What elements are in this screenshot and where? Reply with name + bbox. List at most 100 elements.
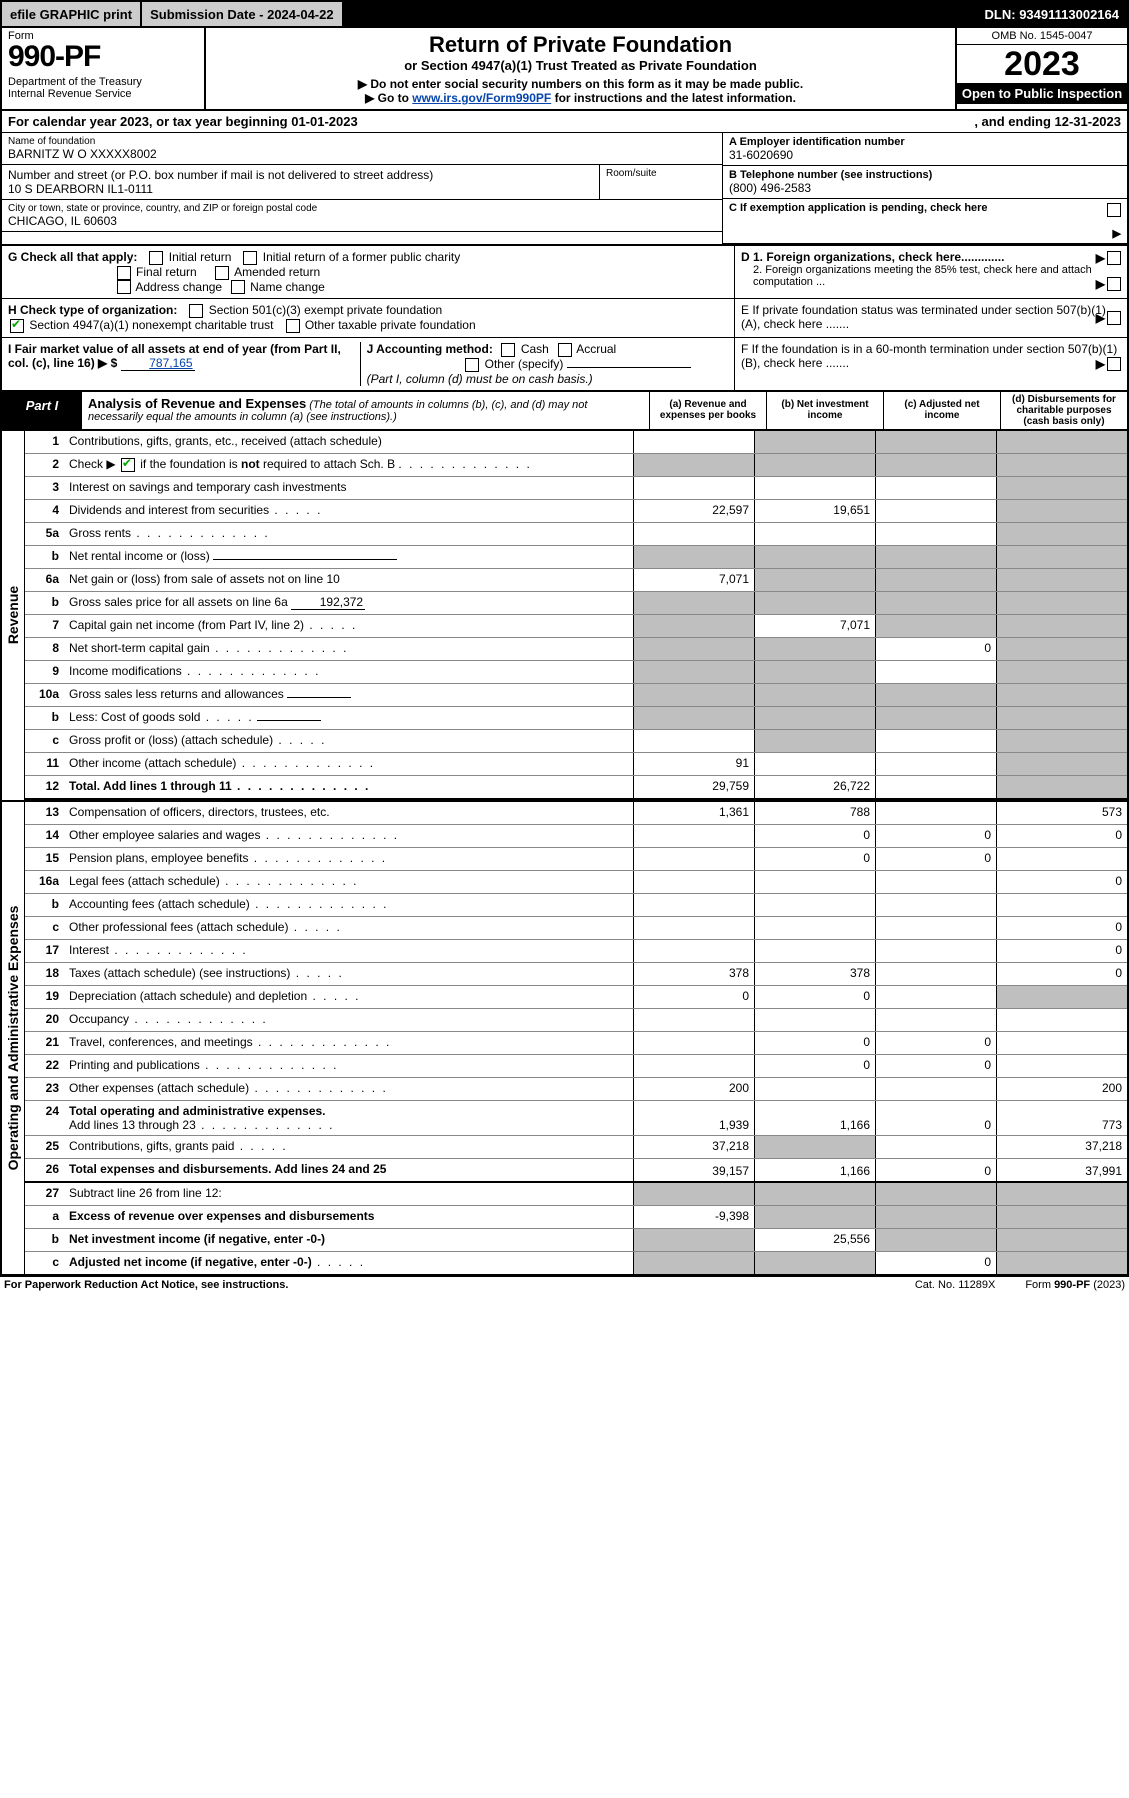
line-20: 20 Occupancy [25,1009,1127,1032]
g-initial-return-checkbox[interactable] [149,251,163,265]
cell-b [754,917,875,939]
cell-c [875,684,996,706]
cell-b: 1,166 [754,1101,875,1135]
address-value: 10 S DEARBORN IL1-0111 [8,182,593,196]
h-4947: Section 4947(a)(1) nonexempt charitable … [29,318,273,332]
dept-treasury: Department of the Treasury [8,76,198,88]
line-2: 2 Check ▶ if the foundation is not requi… [25,454,1127,477]
h-501c3-checkbox[interactable] [189,304,203,318]
line-num: b [25,894,65,916]
cell-c [875,963,996,985]
note-goto-post: for instructions and the latest informat… [551,91,796,105]
line-num: 22 [25,1055,65,1077]
line-num: b [25,592,65,614]
cell-c: 0 [875,1055,996,1077]
line-10b-field[interactable] [257,720,321,721]
cell-c [875,431,996,453]
ein-label: A Employer identification number [729,136,1121,148]
cell-a [633,1055,754,1077]
exemption-checkbox[interactable] [1107,203,1121,217]
g-label: G Check all that apply: [8,250,137,264]
i-cell: I Fair market value of all assets at end… [8,342,361,386]
cell-b [754,894,875,916]
g-amended-checkbox[interactable] [215,266,229,280]
line-desc: Excess of revenue over expenses and disb… [65,1206,633,1228]
cell-a [633,825,754,847]
g-initial-former-checkbox[interactable] [243,251,257,265]
cell-d [996,707,1127,729]
j-other-field[interactable] [567,367,691,368]
d2-checkbox[interactable] [1107,277,1121,291]
cell-b [754,454,875,476]
j-other-checkbox[interactable] [465,358,479,372]
calyear-end: , and ending 12-31-2023 [974,114,1121,129]
cell-d [996,753,1127,775]
exemption-row: C If exemption application is pending, c… [723,199,1127,244]
cell-d [996,1055,1127,1077]
cell-c [875,1183,996,1205]
cell-a [633,454,754,476]
line-num: 19 [25,986,65,1008]
cell-c [875,500,996,522]
form990pf-link[interactable]: www.irs.gov/Form990PF [412,91,551,105]
line-8: 8 Net short-term capital gain 0 [25,638,1127,661]
line-7: 7 Capital gain net income (from Part IV,… [25,615,1127,638]
h-other-checkbox[interactable] [286,319,300,333]
line-16a: 16a Legal fees (attach schedule) 0 [25,871,1127,894]
col-a-header: (a) Revenue and expenses per books [649,392,766,429]
line-num: 13 [25,802,65,824]
line-desc: Pension plans, employee benefits [65,848,633,870]
line-5b-field[interactable] [213,559,397,560]
line-desc: Adjusted net income (if negative, enter … [65,1252,633,1274]
cell-c [875,871,996,893]
part1-desc: Analysis of Revenue and Expenses (The to… [82,392,649,429]
cell-a [633,707,754,729]
line-num: 1 [25,431,65,453]
calyear-begin: For calendar year 2023, or tax year begi… [8,114,974,129]
cell-a [633,1032,754,1054]
cell-a [633,523,754,545]
cell-d [996,546,1127,568]
g-final-return-checkbox[interactable] [117,266,131,280]
cell-c [875,940,996,962]
d1-checkbox[interactable] [1107,251,1121,265]
line-desc: Gross sales price for all assets on line… [65,592,633,614]
j-note: (Part I, column (d) must be on cash basi… [367,372,593,386]
schb-checkbox[interactable] [121,458,135,472]
cell-b [754,638,875,660]
cell-b [754,753,875,775]
cell-c [875,1229,996,1251]
cell-a [633,940,754,962]
expenses-table: Operating and Administrative Expenses 13… [0,802,1129,1276]
cell-d [996,848,1127,870]
cell-a [633,546,754,568]
cell-b [754,569,875,591]
form-title: Return of Private Foundation [214,32,947,58]
line-num: 21 [25,1032,65,1054]
city-value: CHICAGO, IL 60603 [8,214,716,228]
g-name-change-checkbox[interactable] [231,280,245,294]
f-checkbox[interactable] [1107,357,1121,371]
g-address-change-checkbox[interactable] [117,280,131,294]
cell-d [996,986,1127,1008]
cell-d [996,1229,1127,1251]
ein-row: A Employer identification number 31-6020… [723,133,1127,166]
line-16c: c Other professional fees (attach schedu… [25,917,1127,940]
h-4947-checkbox[interactable] [10,319,24,333]
header-left: Form 990-PF Department of the Treasury I… [2,28,206,109]
cell-b [754,661,875,683]
i-fmv-value[interactable]: 787,165 [121,356,195,371]
efile-print-button[interactable]: efile GRAPHIC print [2,2,142,26]
cell-b [754,1136,875,1158]
e-checkbox[interactable] [1107,311,1121,325]
row-g: G Check all that apply: Initial return I… [0,246,1129,299]
arrow-icon: ▶ [1096,277,1105,291]
line-desc: Depreciation (attach schedule) and deple… [65,986,633,1008]
line-desc: Gross rents [65,523,633,545]
line-10a-field[interactable] [287,697,351,698]
line-27b: b Net investment income (if negative, en… [25,1229,1127,1252]
form-number: 990-PF [8,40,198,74]
cell-c: 0 [875,848,996,870]
j-accrual-checkbox[interactable] [558,343,572,357]
j-cash-checkbox[interactable] [501,343,515,357]
